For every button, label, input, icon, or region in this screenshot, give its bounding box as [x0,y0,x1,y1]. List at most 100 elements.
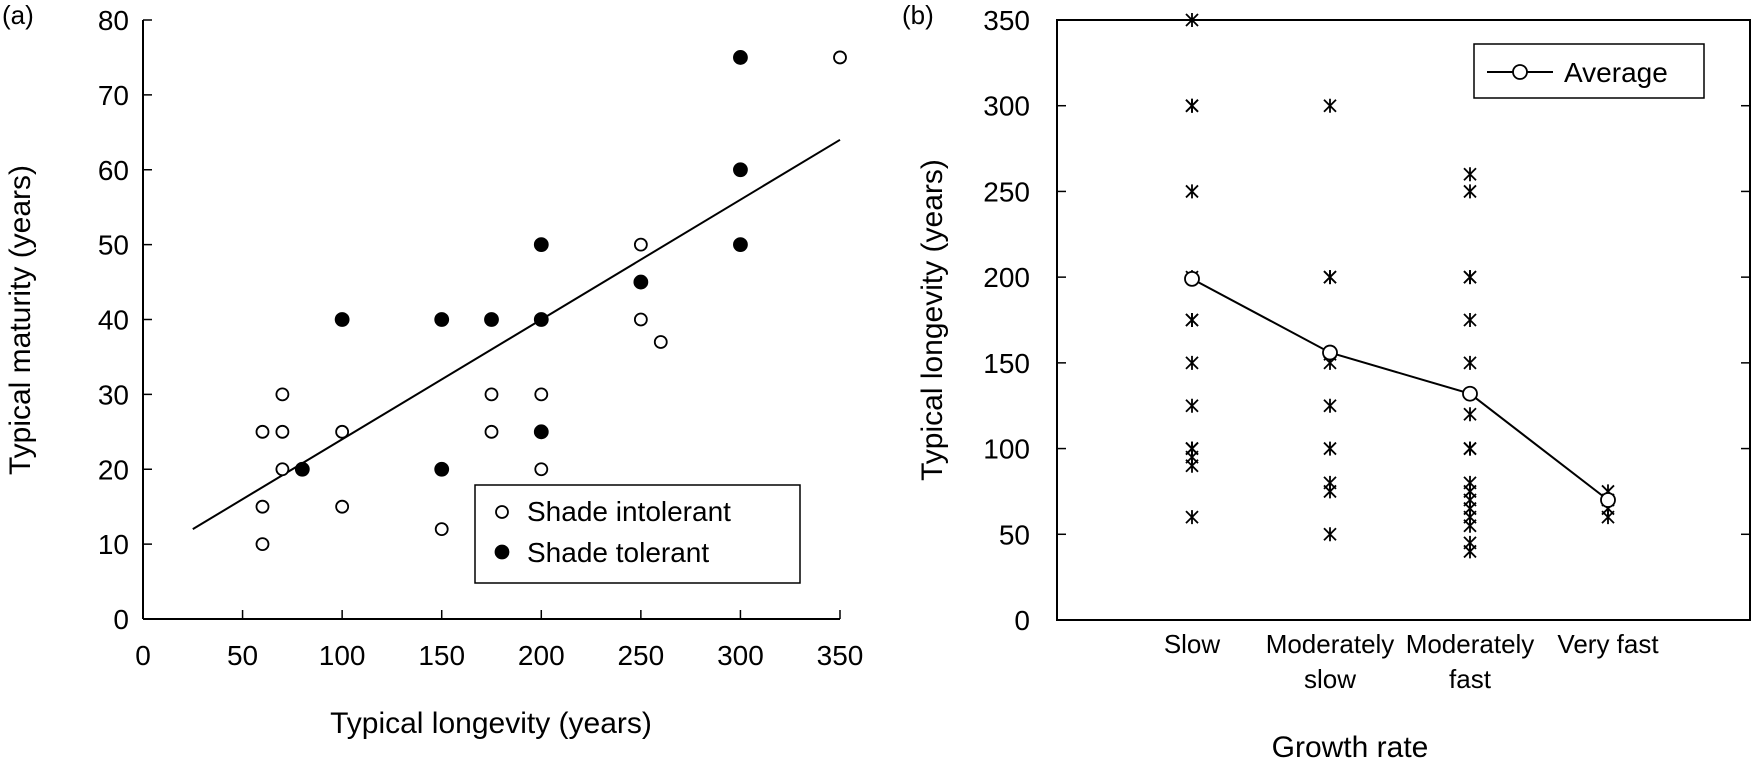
point-individual-species [1463,167,1477,182]
category-label-line2: fast [1449,664,1492,694]
y-tick-label: 70 [98,80,129,111]
y-tick-label: 0 [113,604,129,635]
x-tick-label: 50 [227,640,258,671]
point-individual-species [1463,270,1477,285]
point-individual-species [1185,184,1199,199]
point-individual-species [1463,355,1477,370]
panel-a-plot-area [192,50,847,552]
x-tick-label: 100 [319,640,366,671]
point-individual-species [1185,13,1199,27]
y-tick-label: 60 [98,155,129,186]
point-individual-species [1185,98,1199,113]
y-tick-label: 80 [98,5,129,36]
y-tick-label: 250 [983,176,1030,207]
panel-a-legend-box [474,484,801,584]
point-individual-species [1185,458,1199,473]
panel-a-x-label: Typical longevity (years) [330,707,652,740]
point-individual-species [1185,355,1199,370]
point-shade-tolerant [733,50,748,65]
y-tick-label: 100 [983,434,1030,465]
point-average [1322,344,1338,361]
point-shade-intolerant [653,335,668,349]
point-shade-intolerant [434,522,449,537]
legend-open-circle-icon [1512,64,1528,80]
category-label-line1: Moderately [1266,629,1395,659]
point-shade-intolerant [534,462,549,477]
point-average [1600,492,1616,508]
panel-a-legend: Shade intolerant Shade tolerant [474,484,801,584]
point-shade-tolerant [533,424,549,440]
point-individual-species [1323,441,1337,456]
x-tick-label: 200 [518,640,565,671]
point-shade-tolerant [484,312,499,327]
legend-label-average: Average [1564,57,1668,88]
point-shade-intolerant [335,424,350,439]
panel-b-x-label: Growth rate [1272,731,1429,764]
y-tick-label: 200 [983,262,1030,293]
point-shade-intolerant [275,424,290,439]
point-shade-intolerant [833,50,847,65]
point-shade-intolerant [484,387,499,402]
panel-b-ticks: 0 50 100 150 200 250 300 350 [983,5,1750,636]
point-shade-intolerant [275,462,290,477]
x-tick-label: 350 [817,640,864,671]
point-shade-tolerant [733,237,748,253]
legend-label-shade-intolerant: Shade intolerant [527,496,731,527]
point-shade-intolerant [633,312,648,327]
point-individual-species [1185,313,1199,327]
category-label-line1: Moderately [1406,629,1535,659]
panel-b-y-label: Typical longevity (years) [916,159,949,481]
point-shade-tolerant [533,312,549,327]
y-tick-label: 150 [983,348,1030,379]
point-shade-intolerant [255,537,270,552]
point-individual-species [1185,510,1199,525]
point-shade-intolerant [633,237,648,252]
panel-b-category-labels: Slow Moderately slow Moderately fast Very fas… [1164,629,1660,694]
y-tick-label: 300 [983,91,1030,122]
panel-a-ticks: 0 10 20 30 40 50 60 70 80 0 50 100 150 200 250 300 350 [98,5,864,671]
x-tick-label: 0 [135,640,151,671]
point-individual-species [1463,184,1477,199]
point-shade-intolerant [534,387,549,402]
y-tick-label: 50 [999,519,1030,550]
panel-b-legend: Average [1473,43,1705,99]
point-shade-tolerant [633,274,649,290]
legend-filled-circle-icon [494,544,510,560]
x-tick-label: 300 [717,640,764,671]
y-tick-label: 40 [98,305,129,336]
point-individual-species [1323,527,1337,542]
legend-label-shade-tolerant: Shade tolerant [527,537,709,568]
category-label-line1: Very fast [1557,629,1659,659]
y-tick-label: 0 [1014,605,1030,636]
x-tick-label: 250 [617,640,664,671]
y-tick-label: 10 [98,529,129,560]
average-series-line [1191,277,1609,501]
point-shade-tolerant [533,237,549,253]
point-shade-tolerant [294,461,310,477]
point-shade-tolerant [334,312,350,327]
panel-a-label: (a) [2,0,34,30]
point-individual-species [1463,544,1477,559]
point-individual-species [1323,484,1337,499]
y-tick-label: 50 [98,230,129,261]
point-shade-intolerant [255,499,270,514]
panel-b-label: (b) [902,0,934,30]
panel-b-frame [1056,19,1751,621]
point-individual-species [1185,398,1199,413]
category-label-line2: slow [1304,664,1356,694]
point-shade-intolerant [484,424,499,439]
category-label-line1: Slow [1164,629,1221,659]
point-average [1462,385,1478,402]
point-individual-species [1463,518,1477,533]
point-individual-species [1323,398,1337,413]
point-individual-species [1463,441,1477,456]
point-shade-intolerant [255,424,270,439]
regression-line [192,138,841,531]
point-individual-species [1463,407,1477,422]
point-shade-tolerant [434,461,450,477]
point-shade-tolerant [434,312,450,327]
legend-open-circle-icon [495,505,509,519]
point-shade-tolerant [733,162,748,178]
panel-b-plot-area [1184,13,1616,559]
